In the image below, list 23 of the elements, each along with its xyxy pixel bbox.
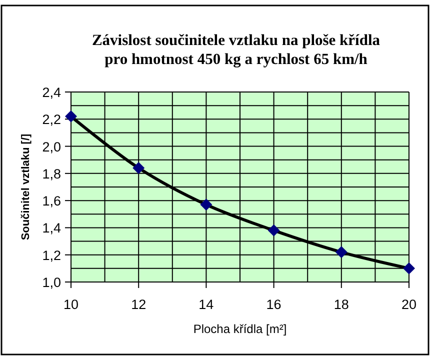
point — [65, 110, 77, 122]
x-tick-label: 20 — [401, 297, 417, 312]
y-tick-label: 1,6 — [42, 194, 61, 209]
x-axis-title: Plocha křídla [m²] — [193, 322, 287, 336]
y-tick-label: 2,4 — [42, 85, 62, 100]
x-tick-label: 14 — [198, 297, 214, 312]
y-tick-label: 1,0 — [42, 275, 61, 290]
chart-title: Závislost součinitele vztlaku na ploše křídla pro hmotnost 450 kg a rychlost 65 km/h — [92, 32, 380, 68]
y-tick-label: 2,0 — [42, 139, 61, 154]
point — [132, 162, 145, 174]
x-tick-label: 10 — [63, 297, 79, 312]
y-tick-label: 1,2 — [42, 248, 61, 263]
point — [335, 246, 348, 258]
y-axis-title: Součinitel vztlaku [/] — [20, 133, 32, 240]
y-tick-label: 2,2 — [42, 112, 61, 128]
x-tick-label: 18 — [334, 297, 349, 312]
point — [403, 262, 415, 274]
point — [200, 198, 212, 211]
x-tick-label: 16 — [266, 297, 282, 312]
point — [268, 224, 280, 236]
y-tick-label: 1,4 — [42, 220, 62, 236]
x-tick-label: 12 — [131, 297, 146, 312]
y-tick-label: 1,8 — [42, 166, 61, 182]
